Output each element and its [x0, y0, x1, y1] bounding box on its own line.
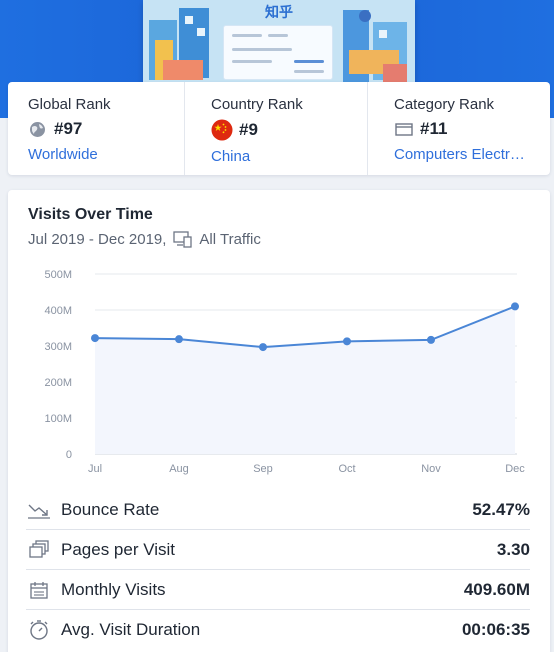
traffic-filter[interactable]: All Traffic [199, 231, 261, 248]
visits-over-time-title: Visits Over Time [28, 206, 153, 223]
pages-per-visit-value: 3.30 [496, 539, 530, 559]
rank-card: Global Rank #97 Worldwide Country Rank [8, 82, 550, 175]
calendar-icon [26, 577, 52, 603]
date-range: Jul 2019 - Dec 2019, [28, 231, 167, 248]
metric-avg-visit-duration: Avg. Visit Duration 00:06:35 [26, 610, 530, 650]
country-rank-label: Country Rank [211, 96, 303, 113]
data-point-dec[interactable] [511, 302, 519, 311]
x-tick-label: Nov [421, 463, 441, 475]
x-tick-label: Sep [253, 463, 273, 475]
thumbnail-title: 知乎 [265, 4, 293, 20]
y-tick-label: 300M [44, 341, 72, 353]
country-rank: Country Rank #9 China [184, 82, 367, 175]
stopwatch-icon [26, 617, 52, 643]
bounce-rate-label: Bounce Rate [61, 499, 160, 519]
y-tick-label: 100M [44, 413, 72, 425]
series-area [95, 306, 515, 454]
site-thumbnail[interactable]: 知乎 [143, 0, 415, 90]
devices-icon [173, 231, 193, 248]
y-tick-label: 400M [44, 305, 72, 317]
avg-visit-duration-value: 00:06:35 [461, 620, 530, 639]
y-tick-label: 500M [44, 269, 72, 281]
pages-icon [26, 537, 52, 563]
globe-icon [28, 120, 47, 139]
folder-icon [394, 120, 413, 139]
monthly-visits-value: 409.60M [463, 579, 530, 599]
monthly-visits-label: Monthly Visits [61, 579, 166, 599]
avg-visit-duration-label: Avg. Visit Duration [61, 620, 201, 639]
category-rank-label: Category Rank [394, 96, 495, 113]
data-point-jul[interactable] [91, 334, 99, 343]
thumbnail-login-card [223, 25, 333, 80]
x-tick-label: Aug [169, 463, 189, 475]
category-rank-link[interactable]: Computers Electr… [394, 146, 525, 163]
category-rank-value: #11 [420, 119, 448, 138]
data-point-aug[interactable] [175, 335, 183, 344]
visits-chart: 0 100M 200M 300M 400M 500M Jul Aug Sep Oct Nov Dec [44, 269, 525, 475]
x-tick-label: Oct [338, 463, 355, 475]
country-rank-link[interactable]: China [211, 148, 251, 165]
metric-monthly-visits: Monthly Visits 409.60M [26, 570, 530, 610]
data-point-nov[interactable] [427, 335, 435, 344]
x-tick-label: Jul [88, 463, 102, 475]
china-flag-icon [211, 119, 233, 141]
category-rank: Category Rank #11 Computers Electr… [367, 82, 550, 175]
y-tick-label: 200M [44, 377, 72, 389]
metric-pages-per-visit: Pages per Visit 3.30 [26, 530, 530, 570]
global-rank: Global Rank #97 Worldwide [8, 82, 184, 175]
country-rank-value: #9 [239, 120, 258, 139]
x-tick-label: Dec [505, 463, 525, 475]
global-rank-label: Global Rank [28, 96, 111, 113]
trend-down-icon [26, 497, 52, 523]
metric-bounce-rate: Bounce Rate 52.47% [26, 490, 530, 530]
pages-per-visit-label: Pages per Visit [61, 539, 176, 559]
global-rank-link[interactable]: Worldwide [28, 146, 98, 163]
traffic-card: Visits Over Time Jul 2019 - Dec 2019, Al… [8, 190, 550, 652]
bounce-rate-value: 52.47% [472, 499, 530, 519]
data-point-oct[interactable] [343, 337, 351, 346]
data-point-sep[interactable] [259, 343, 267, 352]
y-tick-label: 0 [66, 449, 72, 461]
global-rank-value: #97 [54, 119, 83, 138]
visits-subtitle: Jul 2019 - Dec 2019, All Traffic [28, 231, 261, 248]
series-line [94, 305, 516, 349]
